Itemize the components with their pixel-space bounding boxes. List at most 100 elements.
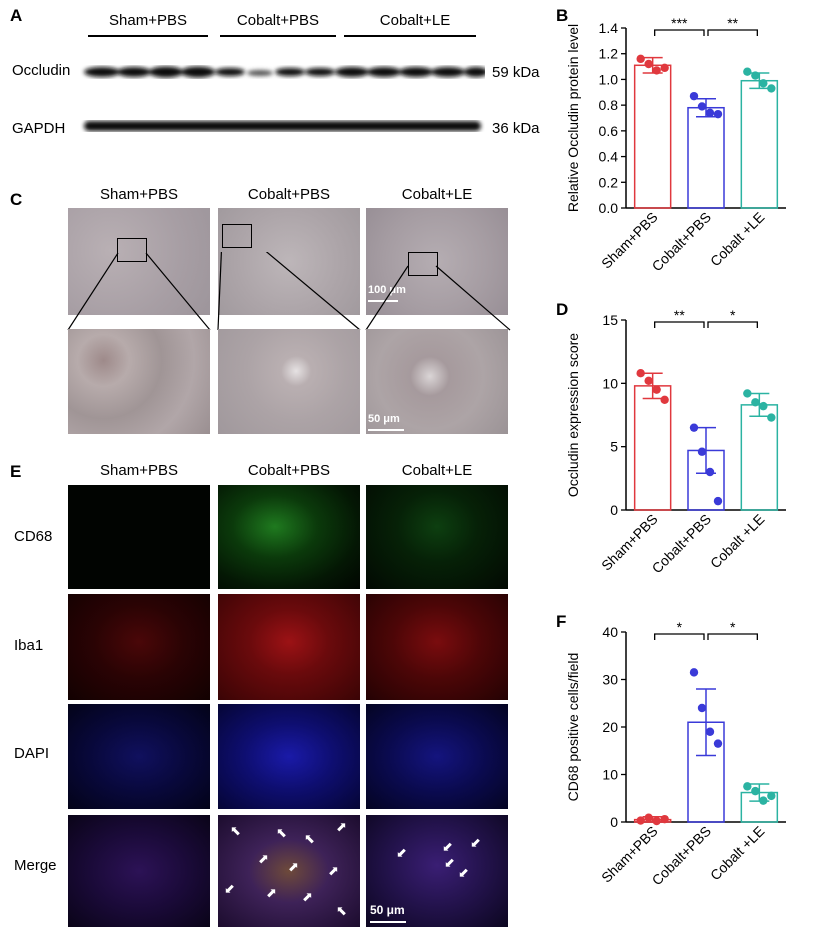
data-point xyxy=(689,91,699,101)
data-point xyxy=(767,84,776,93)
data-point xyxy=(713,109,723,119)
if-merge-cobalt-le: ⬋ ⬋ ⬋ ⬋ ⬋ 50 μm xyxy=(366,815,508,927)
ihc-high-mag-sham xyxy=(68,329,210,434)
data-point xyxy=(652,816,661,826)
ihc-group-label-cobalt-pbs: Cobalt+PBS xyxy=(247,186,331,203)
if-merge-sham xyxy=(68,815,210,927)
wb-group-label-cobalt-pbs: Cobalt+PBS xyxy=(236,12,320,29)
arrow-icon: ⬋ xyxy=(470,835,481,850)
ihc-low-mag-cobalt-pbs xyxy=(218,208,360,315)
significance-label: *** xyxy=(671,15,688,31)
ihc-zoom-box xyxy=(117,238,147,262)
data-point xyxy=(705,727,715,736)
ihc-scale-text-top: 100 μm xyxy=(368,284,406,296)
y-tick-label: 10 xyxy=(602,375,618,391)
data-point xyxy=(759,401,768,411)
if-group-label-cobalt-pbs: Cobalt+PBS xyxy=(247,462,331,479)
panel-label-c: C xyxy=(10,190,23,209)
y-axis-label: CD68 positive cells/field xyxy=(565,653,581,802)
arrow-icon: ⬋ xyxy=(458,865,469,880)
ihc-low-mag-sham xyxy=(68,208,210,315)
y-tick-label: 0 xyxy=(610,502,618,518)
if-channel-merge: Merge xyxy=(14,857,57,874)
western-blot-image xyxy=(80,52,485,147)
data-point xyxy=(644,59,653,69)
arrow-icon: ⬉ xyxy=(230,823,241,838)
data-point xyxy=(697,447,707,456)
arrow-icon: ⬉ xyxy=(276,825,287,840)
if-dapi-sham xyxy=(68,704,210,809)
y-tick-label: 0.8 xyxy=(599,97,619,113)
significance-bracket xyxy=(707,321,758,328)
ihc-high-mag-cobalt-le: 50 μm xyxy=(366,329,508,434)
x-tick-label: Cobalt +LE xyxy=(707,511,768,572)
data-point xyxy=(743,389,752,398)
data-point xyxy=(713,496,723,506)
ihc-scale-bar-top xyxy=(368,300,398,302)
arrow-icon: ⬈ xyxy=(288,859,299,874)
if-channel-iba1: Iba1 xyxy=(14,637,44,654)
data-point xyxy=(644,376,653,385)
data-point xyxy=(697,102,707,111)
x-tick-label: Cobalt +LE xyxy=(707,823,768,884)
if-cd68-cobalt-le xyxy=(366,485,508,589)
data-point xyxy=(636,369,645,378)
y-tick-label: 1.2 xyxy=(599,46,619,62)
y-tick-label: 20 xyxy=(602,719,618,735)
ihc-high-mag-cobalt-pbs xyxy=(218,329,360,434)
panel-label-f: F xyxy=(556,612,567,631)
data-point xyxy=(751,398,760,407)
significance-bracket xyxy=(707,29,758,36)
if-dapi-cobalt-pbs xyxy=(218,704,360,809)
chart-f: CD68 positive cells/field010203040Sham+P… xyxy=(565,619,786,888)
data-point xyxy=(705,108,715,118)
wb-group-line-sham xyxy=(88,35,208,37)
significance-label: * xyxy=(730,619,736,635)
ihc-group-label-sham: Sham+PBS xyxy=(100,186,178,203)
wb-group-label-sham: Sham+PBS xyxy=(109,12,187,29)
data-point xyxy=(713,739,723,748)
wb-size-occludin: 59 kDa xyxy=(492,64,540,81)
panel-label-e: E xyxy=(10,462,22,481)
data-point xyxy=(636,816,645,825)
significance-label: ** xyxy=(674,307,685,323)
data-point xyxy=(660,63,669,73)
wb-group-label-cobalt-le: Cobalt+LE xyxy=(379,12,451,29)
wb-size-gapdh: 36 kDa xyxy=(492,120,540,137)
data-point xyxy=(759,796,768,805)
data-point xyxy=(697,703,707,713)
bar xyxy=(633,385,672,511)
arrow-icon: ⬋ xyxy=(444,855,455,870)
x-tick-label: Cobalt +LE xyxy=(707,209,768,270)
if-iba1-cobalt-pbs xyxy=(218,594,360,700)
if-cd68-cobalt-pbs xyxy=(218,485,360,589)
wb-protein-occludin: Occludin xyxy=(12,62,71,79)
if-cd68-sham xyxy=(68,485,210,589)
significance-bracket xyxy=(707,633,758,640)
data-point xyxy=(660,814,669,824)
if-group-label-sham: Sham+PBS xyxy=(100,462,178,479)
if-channel-cd68: CD68 xyxy=(14,528,53,545)
significance-bracket xyxy=(654,321,705,328)
data-point xyxy=(751,71,760,80)
panel-label-b: B xyxy=(556,6,569,25)
ihc-zoom-box xyxy=(408,252,438,276)
bar xyxy=(633,64,672,209)
arrow-icon: ⬈ xyxy=(302,889,313,904)
y-tick-label: 0.0 xyxy=(599,200,619,216)
data-point xyxy=(743,67,752,76)
y-tick-label: 1.0 xyxy=(599,71,619,87)
ihc-zoom-lines xyxy=(67,252,511,331)
arrow-icon: ⬋ xyxy=(224,881,235,896)
ihc-low-mag-cobalt-le: 100 μm xyxy=(366,208,508,315)
data-point xyxy=(767,791,776,801)
arrow-icon: ⬋ xyxy=(442,839,453,854)
y-tick-label: 40 xyxy=(602,624,618,640)
chart-b: Relative Occludin protein level 0.0 0.2 0.4… xyxy=(565,15,786,274)
data-point xyxy=(644,813,653,822)
data-point xyxy=(705,467,715,477)
ihc-scale-bar-bottom xyxy=(368,429,404,431)
significance-label: * xyxy=(730,307,736,323)
panel-label-a: A xyxy=(10,6,23,25)
significance-label: ** xyxy=(727,15,738,31)
